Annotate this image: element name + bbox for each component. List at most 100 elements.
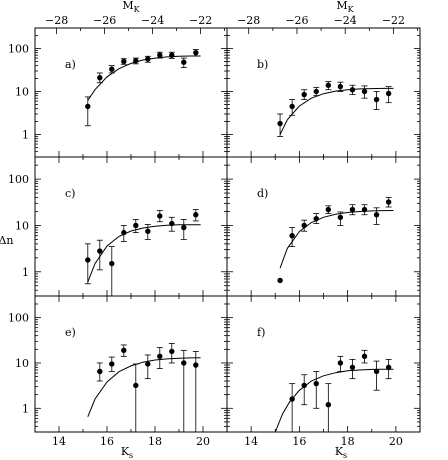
- top-tick-label-b: −26: [285, 14, 308, 27]
- data-point-f: [313, 380, 319, 387]
- data-point-c: [133, 222, 139, 229]
- data-point-d: [373, 212, 380, 218]
- data-point-c: [97, 248, 103, 254]
- y-tick-label-e: 1: [22, 402, 29, 415]
- data-point-d: [313, 215, 319, 222]
- data-point-d: [277, 277, 283, 284]
- bottom-axis-title-left: Ks: [121, 445, 133, 460]
- fit-curve-e: [87, 357, 201, 417]
- data-point-a: [97, 74, 103, 81]
- panel-e: 14 16 18 20 1 10 100 e): [8, 295, 228, 448]
- data-point-c: [169, 220, 175, 227]
- panel-frame-a: [34, 27, 228, 158]
- data-point-b: [361, 88, 368, 95]
- top-tick-label-b: −22: [382, 14, 405, 27]
- data-point-c: [181, 224, 187, 231]
- data-point-a: [133, 58, 139, 64]
- data-point-b: [289, 103, 295, 110]
- x-tick-label-e: 14: [52, 435, 66, 448]
- y-tick-label-e: 10: [15, 357, 29, 370]
- y-tick-label-e: 100: [8, 312, 29, 325]
- data-point-d: [337, 214, 344, 220]
- x-tick-label-f: 16: [292, 435, 306, 448]
- data-point-d: [385, 199, 392, 205]
- panel-c: 1 10 100 c): [8, 156, 228, 297]
- panel-label-c: c): [65, 187, 75, 200]
- data-point-a: [181, 59, 187, 65]
- data-point-e: [133, 382, 139, 389]
- data-point-f: [337, 360, 344, 366]
- top-axis-title-left: MK: [122, 0, 140, 14]
- top-tick-label-b: −28: [237, 14, 260, 27]
- x-tick-label-f: 20: [389, 435, 403, 448]
- data-point-d: [349, 206, 356, 213]
- y-tick-label-a: 10: [15, 86, 29, 99]
- x-tick-label-f: 14: [244, 435, 258, 448]
- panel-label-d: d): [257, 187, 268, 200]
- y-axis-title: Δn: [0, 234, 14, 247]
- data-point-b: [385, 90, 392, 97]
- data-point-a: [193, 49, 199, 56]
- data-point-c: [85, 257, 91, 263]
- panel-b: −28 −26 −24 −22 b): [226, 14, 421, 158]
- data-point-d: [289, 233, 295, 239]
- data-point-b: [277, 120, 283, 127]
- y-tick-label-a: 1: [22, 129, 29, 142]
- x-tick-label-f: 18: [341, 435, 355, 448]
- data-point-c: [193, 212, 199, 218]
- x-tick-label-e: 16: [100, 435, 114, 448]
- data-point-b: [325, 82, 332, 88]
- data-point-f: [361, 353, 368, 360]
- top-tick-label-b: −24: [334, 14, 357, 27]
- data-point-e: [145, 361, 151, 367]
- data-point-b: [301, 91, 307, 98]
- data-point-e: [181, 360, 187, 366]
- fit-curve-d: [279, 210, 394, 269]
- data-point-d: [325, 206, 332, 213]
- data-point-e: [193, 362, 199, 368]
- panel-frame-c: [34, 156, 228, 297]
- fit-curve-f: [274, 368, 394, 432]
- data-point-a: [169, 52, 175, 58]
- data-point-b: [313, 88, 319, 95]
- x-tick-label-e: 18: [148, 435, 162, 448]
- data-point-e: [121, 347, 127, 354]
- y-tick-label-c: 100: [8, 173, 29, 186]
- x-tick-label-e: 20: [196, 435, 210, 448]
- panels-group: −28 −26 −24 −22 1 10 100 a) −28 −26 −24 −22 b) 1 10 100…: [8, 14, 421, 448]
- data-point-f: [289, 396, 295, 402]
- data-point-b: [349, 87, 356, 93]
- data-point-a: [109, 66, 115, 72]
- data-point-e: [157, 353, 163, 360]
- data-point-c: [121, 229, 127, 236]
- data-point-a: [157, 52, 163, 58]
- data-point-a: [145, 56, 151, 62]
- data-point-f: [385, 364, 392, 371]
- y-tick-label-c: 10: [15, 219, 29, 232]
- top-tick-label-a: −24: [141, 14, 164, 27]
- data-point-b: [337, 83, 344, 90]
- data-point-d: [301, 222, 307, 229]
- top-tick-label-a: −28: [45, 14, 68, 27]
- panel-label-a: a): [65, 58, 76, 71]
- panel-frame-f: [226, 295, 421, 433]
- data-point-c: [145, 228, 151, 234]
- data-point-c: [157, 213, 163, 219]
- top-tick-label-a: −22: [189, 14, 212, 27]
- panel-frame-d: [226, 156, 421, 297]
- data-point-b: [373, 96, 380, 103]
- data-point-e: [109, 361, 115, 367]
- data-point-f: [301, 382, 307, 389]
- fit-curve-a: [87, 55, 201, 101]
- data-point-d: [361, 206, 368, 213]
- data-point-c: [109, 260, 115, 267]
- top-axis-title-right: MK: [336, 0, 354, 14]
- panel-d: d): [226, 156, 421, 297]
- data-point-f: [373, 368, 380, 375]
- panel-label-b: b): [257, 58, 268, 71]
- top-tick-label-a: −26: [93, 14, 116, 27]
- panel-a: −28 −26 −24 −22 1 10 100 a): [8, 14, 228, 158]
- y-tick-label-c: 1: [22, 266, 29, 279]
- data-point-e: [169, 348, 175, 355]
